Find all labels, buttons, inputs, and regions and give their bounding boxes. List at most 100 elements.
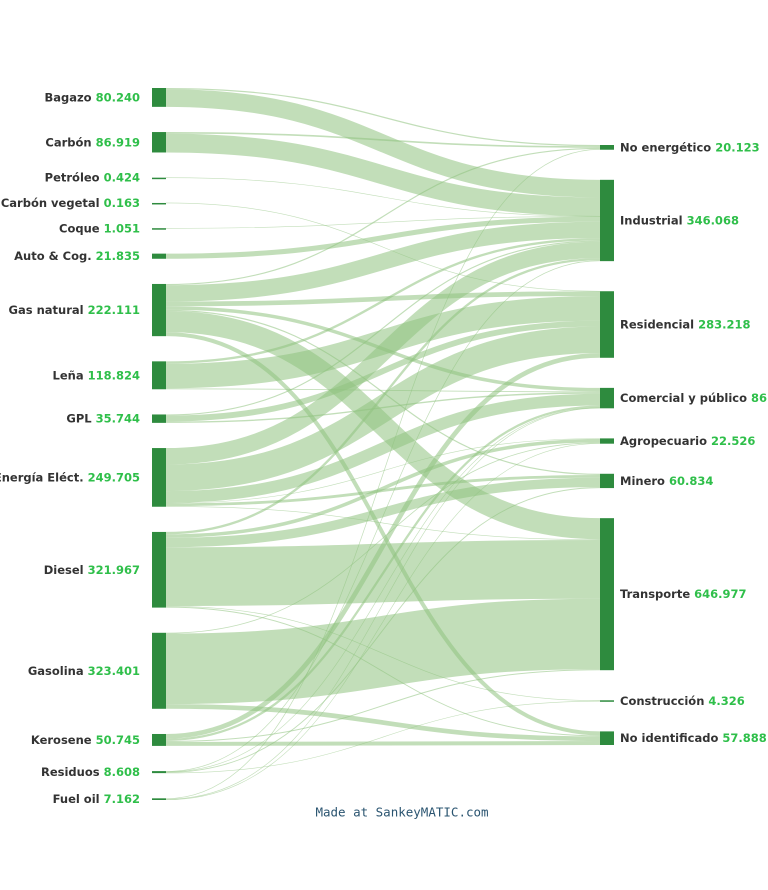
node-label: Residuos 8.608 <box>41 765 140 779</box>
node-label: Transporte 646.977 <box>620 587 747 601</box>
node <box>600 731 614 745</box>
link <box>165 88 601 147</box>
link <box>165 216 601 259</box>
node-name: Energía Eléct. <box>0 470 84 484</box>
node <box>600 387 614 409</box>
node <box>152 531 166 608</box>
node-label: Comercial y público 86.939 <box>620 391 768 405</box>
node <box>152 414 166 423</box>
links <box>165 88 601 801</box>
link <box>165 241 601 465</box>
link <box>165 393 601 503</box>
link <box>165 258 601 535</box>
node-value: 1.051 <box>104 221 140 235</box>
node-value: 80.240 <box>96 90 140 104</box>
node <box>152 733 166 746</box>
footer: Made at SankeyMATIC.com <box>315 805 488 820</box>
node <box>600 473 614 489</box>
link <box>165 741 601 746</box>
node <box>600 700 614 702</box>
node-value: 0.163 <box>104 195 140 209</box>
node-name: Carbón <box>45 135 91 149</box>
node-name: Residuos <box>41 765 100 779</box>
node-value: 0.424 <box>104 170 140 184</box>
link <box>165 149 601 800</box>
node <box>600 291 614 358</box>
link <box>165 407 601 800</box>
node-value: 222.111 <box>88 303 140 317</box>
link <box>165 598 601 705</box>
node <box>600 145 614 150</box>
node-label: Energía Eléct. 249.705 <box>0 470 140 484</box>
link <box>165 291 601 307</box>
node-label: No identificado 57.888 <box>620 731 767 745</box>
node <box>152 448 166 507</box>
node-value: 50.745 <box>96 732 140 746</box>
node-label: Carbón 86.919 <box>45 135 140 149</box>
link <box>165 487 601 773</box>
node-name: Transporte <box>620 587 690 601</box>
node <box>152 283 166 337</box>
link <box>165 474 601 507</box>
node-name: Kerosene <box>31 732 92 746</box>
link <box>165 216 601 229</box>
node-name: Auto & Cog. <box>14 249 91 263</box>
node <box>152 771 166 774</box>
node <box>152 253 166 259</box>
node-value: 4.326 <box>708 693 744 707</box>
node-name: Diesel <box>44 562 84 576</box>
node-value: 323.401 <box>88 663 140 677</box>
node-label: Residencial 283.218 <box>620 317 751 331</box>
node-value: 22.526 <box>711 434 755 448</box>
link <box>165 506 601 540</box>
node-label: Auto & Cog. 21.835 <box>14 249 140 263</box>
link <box>165 438 601 504</box>
node-name: Industrial <box>620 213 683 227</box>
node-name: Gas natural <box>9 303 84 317</box>
node-value: 21.835 <box>96 249 140 263</box>
node-name: Agropecuario <box>620 434 707 448</box>
link <box>165 405 601 741</box>
link <box>165 89 601 198</box>
node-label: Coque 1.051 <box>59 221 140 235</box>
node-value: 646.977 <box>694 587 746 601</box>
node-value: 8.608 <box>104 765 140 779</box>
node-label: Minero 60.834 <box>620 473 713 487</box>
node-label: Gas natural 222.111 <box>9 303 140 317</box>
node-label: Kerosene 50.745 <box>31 732 140 746</box>
node-value: 321.967 <box>88 562 140 576</box>
node-name: Minero <box>620 473 665 487</box>
node-name: Comercial y público <box>620 391 747 405</box>
node-label: No energético 20.123 <box>620 140 760 154</box>
node-name: Construcción <box>620 693 704 707</box>
node <box>152 88 166 107</box>
node-value: 118.824 <box>88 368 140 382</box>
node-label: Gasolina 323.401 <box>28 663 140 677</box>
node-value: 86.919 <box>96 135 140 149</box>
link <box>165 442 601 634</box>
node-name: No energético <box>620 140 711 154</box>
node-label: Diesel 321.967 <box>44 562 140 576</box>
node <box>152 228 166 230</box>
link <box>165 177 601 217</box>
link <box>165 260 601 772</box>
link <box>165 704 601 742</box>
node-name: Bagazo <box>44 90 91 104</box>
node-value: 346.068 <box>687 213 739 227</box>
node <box>600 438 614 444</box>
node-label: Industrial 346.068 <box>620 213 739 227</box>
node-value: 35.744 <box>96 411 140 425</box>
link <box>165 353 601 739</box>
link <box>165 443 601 801</box>
node-name: No identificado <box>620 731 718 745</box>
link <box>165 310 601 540</box>
node <box>152 177 166 180</box>
node <box>152 798 166 800</box>
node-value: 20.123 <box>715 140 759 154</box>
node <box>152 132 166 153</box>
link <box>165 320 601 422</box>
node-name: Residencial <box>620 317 694 331</box>
node-name: Carbón vegetal <box>1 195 100 209</box>
node <box>600 518 614 671</box>
